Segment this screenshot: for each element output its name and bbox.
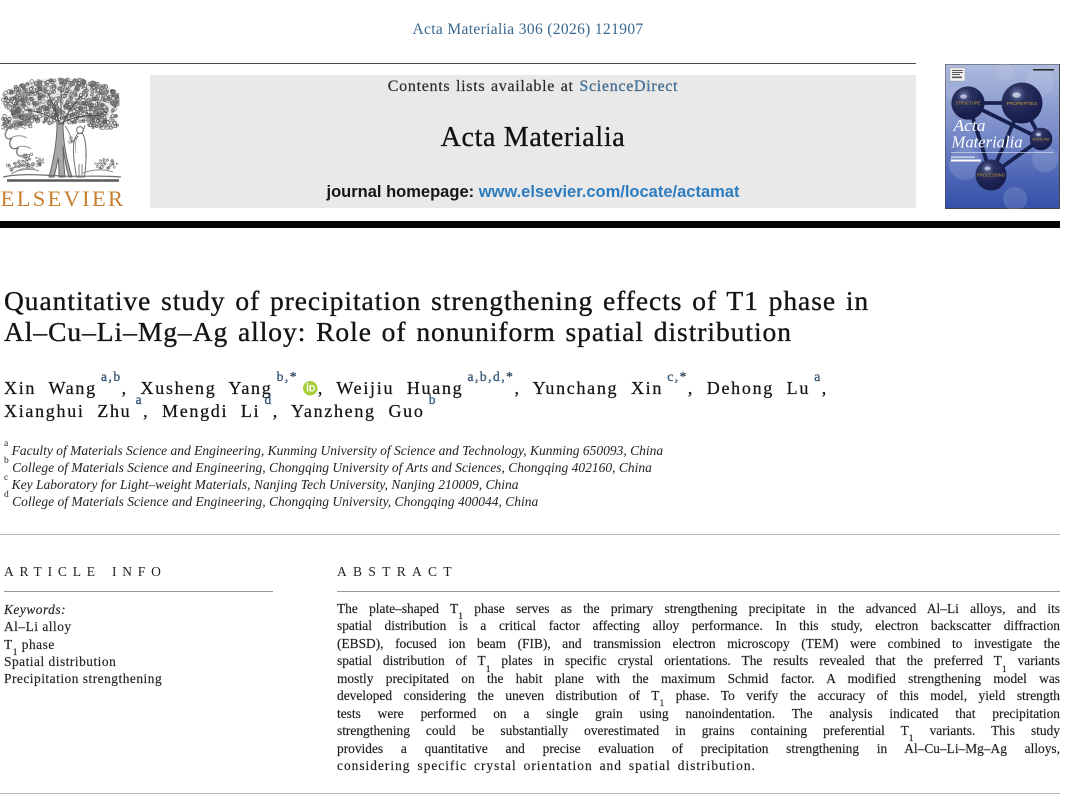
svg-text:Materialia: Materialia bbox=[950, 133, 1022, 152]
svg-text:Acta: Acta bbox=[952, 116, 985, 135]
svg-text:PROCESSING: PROCESSING bbox=[977, 173, 1005, 178]
svg-text:MODELING: MODELING bbox=[1032, 137, 1050, 141]
svg-text:STRUCTURE: STRUCTURE bbox=[955, 101, 981, 106]
svg-text:PROPERTIES: PROPERTIES bbox=[1007, 101, 1038, 107]
